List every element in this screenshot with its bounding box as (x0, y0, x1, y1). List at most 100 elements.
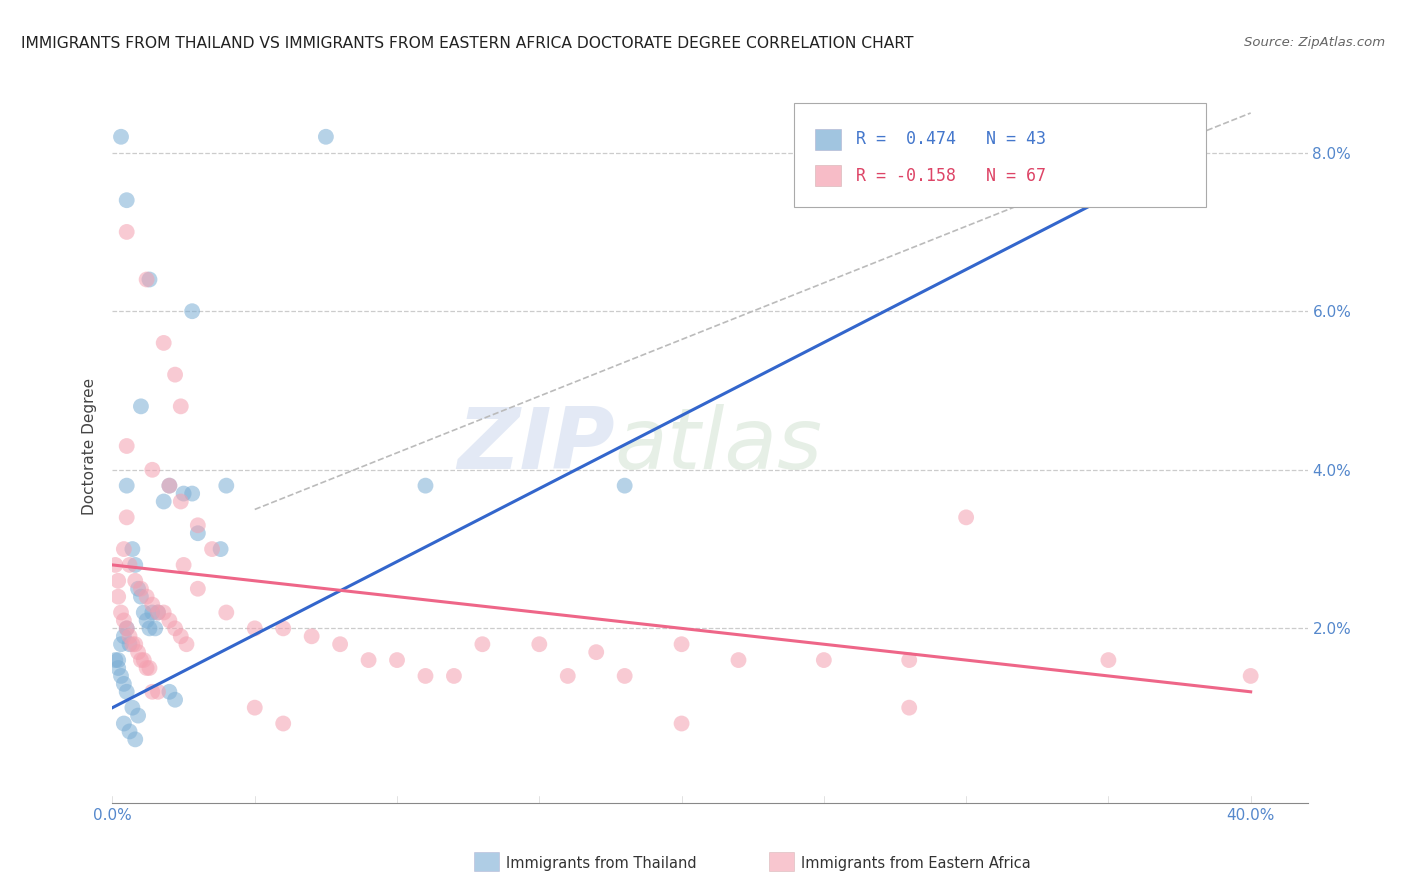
Point (146, 685, 169, 699)
Point (201, 542, 224, 557)
Point (138, 661, 160, 675)
Point (315, 129, 337, 144)
Point (243, 621, 266, 635)
Point (165, 368, 187, 382)
Point (243, 700, 266, 714)
Point (187, 518, 209, 533)
FancyBboxPatch shape (815, 129, 842, 150)
Point (415, 669, 437, 683)
Point (141, 463, 163, 477)
Point (898, 653, 921, 667)
Point (165, 621, 187, 635)
Point (415, 478, 437, 492)
Point (271, 621, 294, 635)
Point (118, 558, 141, 572)
Point (115, 439, 138, 453)
Point (112, 542, 135, 557)
Point (124, 574, 146, 588)
Point (727, 653, 749, 667)
Point (115, 225, 138, 239)
Point (165, 692, 187, 706)
Point (124, 732, 146, 747)
Point (115, 685, 138, 699)
Point (118, 724, 141, 739)
FancyBboxPatch shape (793, 103, 1206, 207)
Text: R =  0.474   N = 43: R = 0.474 N = 43 (856, 130, 1046, 148)
Point (115, 510, 138, 524)
Point (138, 621, 160, 635)
Point (110, 669, 132, 683)
Text: Source: ZipAtlas.com: Source: ZipAtlas.com (1244, 36, 1385, 49)
Point (110, 637, 132, 651)
Point (157, 685, 180, 699)
Point (141, 685, 163, 699)
Point (173, 558, 195, 572)
Point (170, 400, 193, 414)
Point (152, 335, 174, 350)
Point (1240, 669, 1263, 683)
Point (124, 558, 146, 572)
Point (898, 700, 921, 714)
Text: Immigrants from Thailand: Immigrants from Thailand (506, 856, 697, 871)
Point (118, 629, 141, 643)
Point (132, 653, 155, 667)
Point (129, 400, 152, 414)
Point (129, 582, 152, 596)
Point (215, 478, 238, 492)
Y-axis label: Doctorate Degree: Doctorate Degree (82, 377, 97, 515)
Point (115, 478, 138, 492)
Point (613, 478, 636, 492)
Point (157, 614, 180, 628)
Point (121, 700, 143, 714)
Point (110, 606, 132, 620)
Point (671, 716, 693, 731)
Point (138, 272, 160, 286)
Point (129, 653, 152, 667)
Point (135, 590, 157, 604)
Point (121, 637, 143, 651)
Point (329, 637, 352, 651)
Point (141, 598, 163, 612)
Point (176, 637, 198, 651)
Text: ZIP: ZIP (457, 404, 614, 488)
Point (557, 669, 579, 683)
Point (112, 629, 135, 643)
Point (813, 653, 835, 667)
Point (170, 629, 193, 643)
Point (135, 272, 157, 286)
Point (585, 645, 607, 659)
Point (187, 526, 209, 541)
Point (613, 669, 636, 683)
Text: Immigrants from Eastern Africa: Immigrants from Eastern Africa (801, 856, 1031, 871)
Point (146, 606, 169, 620)
Point (104, 558, 127, 572)
Point (301, 629, 323, 643)
Point (170, 494, 193, 508)
Point (173, 486, 195, 500)
Point (215, 606, 238, 620)
Text: IMMIGRANTS FROM THAILAND VS IMMIGRANTS FROM EASTERN AFRICA DOCTORATE DEGREE CORR: IMMIGRANTS FROM THAILAND VS IMMIGRANTS F… (21, 36, 914, 51)
Point (143, 621, 166, 635)
Point (121, 542, 143, 557)
Point (115, 621, 138, 635)
Point (132, 606, 155, 620)
Point (112, 716, 135, 731)
Text: atlas: atlas (614, 404, 823, 488)
Point (209, 542, 232, 557)
Point (157, 478, 180, 492)
Point (152, 606, 174, 620)
Point (135, 614, 157, 628)
Point (141, 606, 163, 620)
Text: R = -0.158   N = 67: R = -0.158 N = 67 (856, 168, 1046, 186)
Point (1097, 653, 1119, 667)
Point (385, 653, 408, 667)
Point (129, 590, 152, 604)
Point (671, 637, 693, 651)
Point (152, 494, 174, 508)
Point (471, 637, 494, 651)
Point (955, 510, 977, 524)
Point (135, 661, 157, 675)
Point (187, 582, 209, 596)
Point (357, 653, 380, 667)
Point (181, 486, 204, 500)
